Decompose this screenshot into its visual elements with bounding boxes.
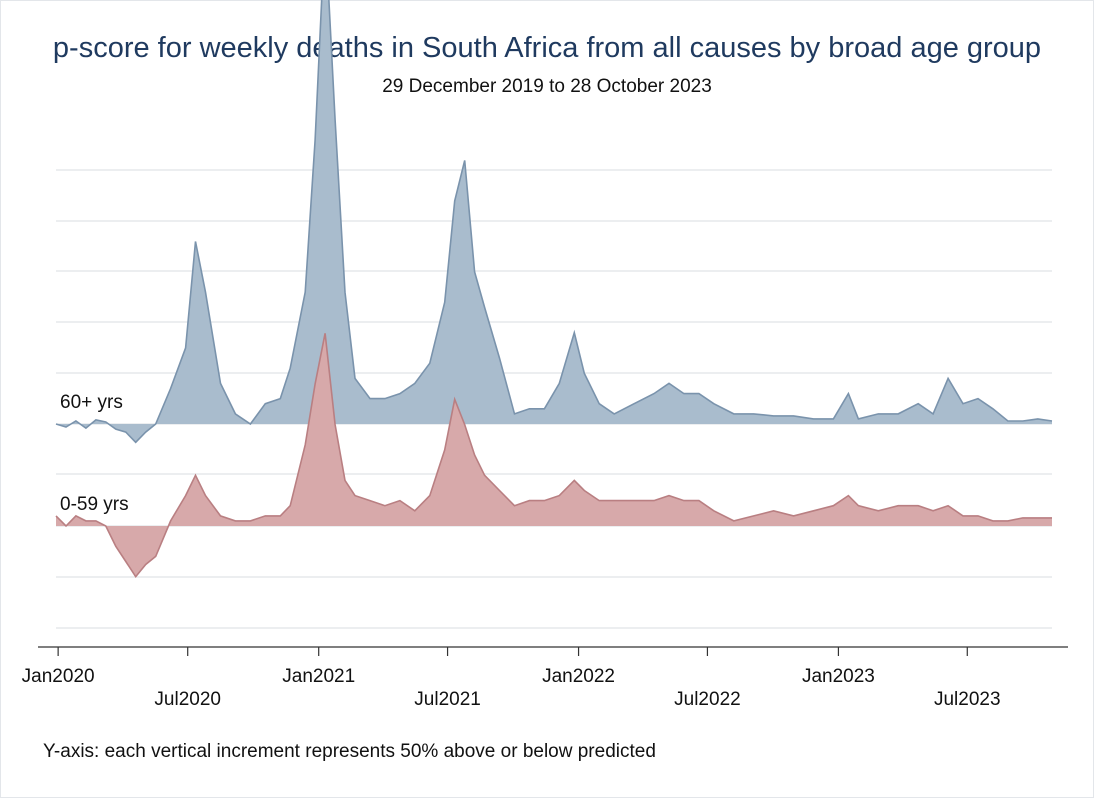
chart-subtitle: 29 December 2019 to 28 October 2023 xyxy=(382,76,712,97)
x-tick-label-4: Jan2022 xyxy=(542,666,615,687)
series-label-0-59-yrs: 0-59 yrs xyxy=(60,494,129,515)
x-tick-label-3: Jul2021 xyxy=(414,689,481,710)
x-tick-label-1: Jul2020 xyxy=(154,689,221,710)
x-tick-label-2: Jan2021 xyxy=(282,666,355,687)
area-60-yrs xyxy=(56,0,1052,443)
area-0-59-yrs xyxy=(56,333,1052,577)
line-0-59-yrs xyxy=(55,333,1052,579)
line-60-yrs xyxy=(55,0,1053,444)
series-label-60-yrs: 60+ yrs xyxy=(60,392,123,413)
chart-footnote: Y-axis: each vertical increment represen… xyxy=(43,741,656,762)
x-tick-label-0: Jan2020 xyxy=(22,666,95,687)
x-tick-label-6: Jan2023 xyxy=(802,666,875,687)
x-tick-label-5: Jul2022 xyxy=(674,689,741,710)
x-tick-label-7: Jul2023 xyxy=(934,689,1001,710)
chart-title: p-score for weekly deaths in South Afric… xyxy=(52,32,1042,64)
